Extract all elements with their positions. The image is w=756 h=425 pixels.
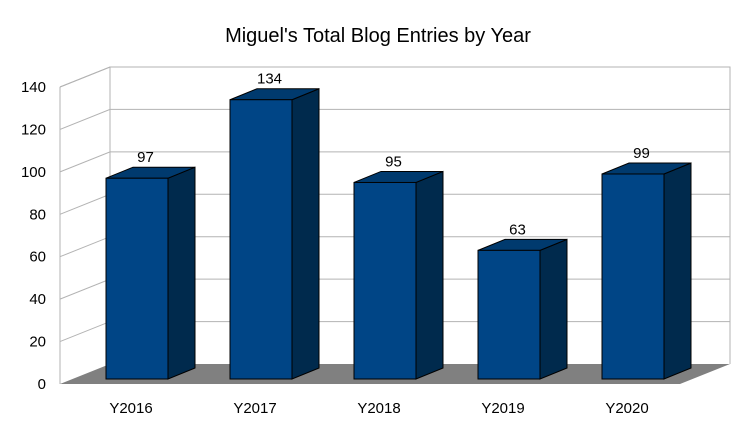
- data-label: 63: [509, 221, 526, 238]
- bar-side: [415, 170, 444, 380]
- y-gridline: [59, 108, 730, 130]
- y-tick-label: 140: [21, 79, 46, 96]
- bar: [477, 249, 541, 380]
- y-tick-label: 60: [29, 249, 46, 266]
- x-tick-label: Y2016: [109, 400, 152, 417]
- bar: [105, 177, 169, 380]
- bar: [229, 99, 293, 380]
- y-tick-label: 20: [29, 334, 46, 351]
- y-tick-label: 120: [21, 121, 46, 138]
- bar-side: [663, 162, 692, 380]
- chart-title: Miguel's Total Blog Entries by Year: [225, 25, 531, 47]
- y-tick-label: 0: [38, 376, 46, 393]
- data-label: 97: [137, 149, 154, 166]
- bar-side: [167, 166, 196, 380]
- y-tick-label: 80: [29, 206, 46, 223]
- data-label: 95: [385, 153, 402, 170]
- plot-area: 0 20 40 60 80 100 120 140 97 Y2016 134 Y2017 95 Y2018…: [21, 66, 731, 417]
- x-tick-label: Y2017: [233, 400, 276, 417]
- data-label: 134: [257, 71, 282, 88]
- data-label: 99: [633, 145, 650, 162]
- y-gridline: [59, 151, 730, 173]
- bar-side: [291, 87, 320, 380]
- x-tick-label: Y2019: [481, 400, 524, 417]
- y-tick-label: 100: [21, 164, 46, 181]
- bar-side: [539, 238, 568, 380]
- y-gridline: [59, 66, 730, 88]
- bar: [601, 173, 665, 380]
- x-tick-label: Y2020: [605, 400, 648, 417]
- bar: [353, 181, 417, 380]
- y-tick-label: 40: [29, 291, 46, 308]
- x-tick-label: Y2018: [357, 400, 400, 417]
